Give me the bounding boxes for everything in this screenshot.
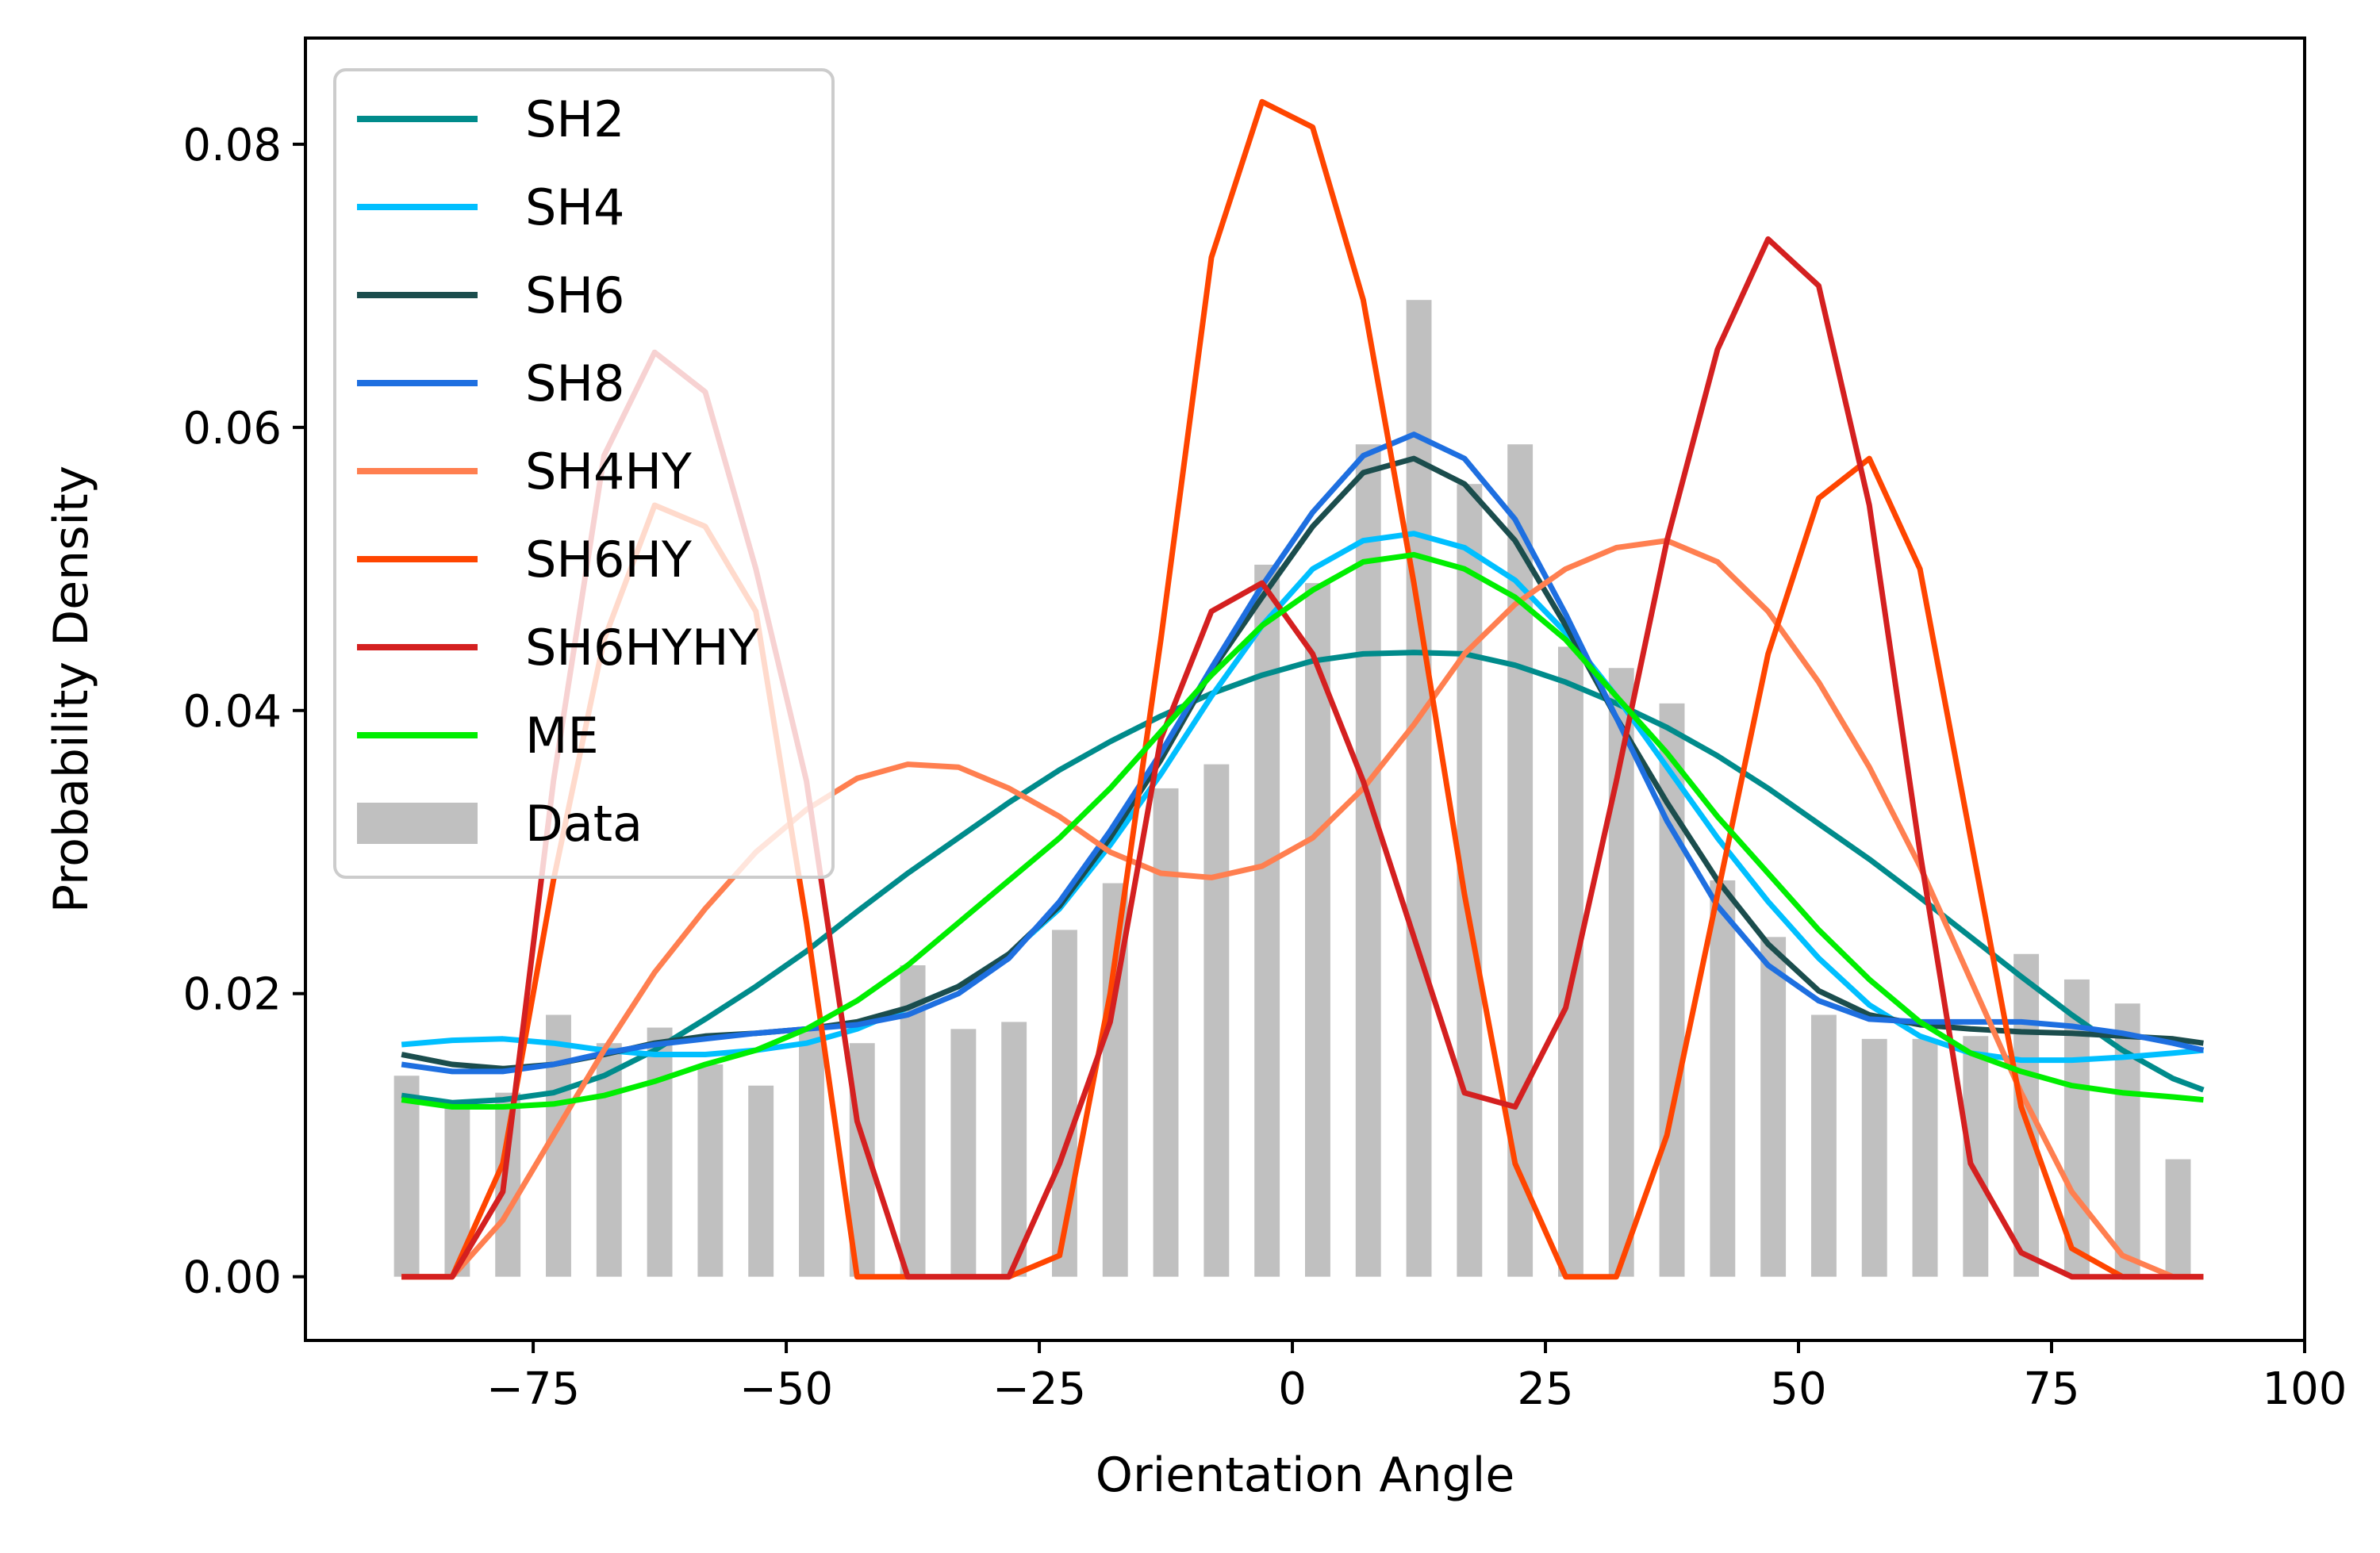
histogram-bar: [1406, 300, 1432, 1277]
y-tick-label: 0.00: [182, 1252, 282, 1304]
legend-label: ME: [525, 707, 599, 765]
histogram-bar: [1557, 646, 1583, 1277]
histogram-bar: [697, 1064, 724, 1277]
legend: SH2 SH4 SH6 SH8 SH4HY SH6HY SH6HYHY ME Data: [333, 68, 835, 879]
legend-box: [333, 68, 835, 879]
x-tick-label: 50: [1770, 1363, 1826, 1415]
x-tick-label: −25: [992, 1363, 1086, 1415]
histogram-bar: [1861, 1038, 1887, 1277]
y-tick-label: 0.08: [182, 120, 282, 171]
x-tick-label: 0: [1278, 1363, 1307, 1415]
series-lines: [401, 98, 2205, 1280]
y-axis: 0.00 0.02 0.04 0.06 0.08: [182, 120, 305, 1304]
histogram-bar: [2165, 1159, 2191, 1277]
histogram-bar: [1760, 937, 1787, 1277]
series-line-sh4: [401, 531, 2204, 1064]
series-line-me: [401, 551, 2204, 1110]
histogram-bar: [748, 1085, 774, 1277]
histogram-bar: [1254, 564, 1280, 1277]
x-tick-label: 100: [2263, 1363, 2347, 1415]
histogram-bar: [1001, 1022, 1027, 1277]
histogram-bar: [1810, 1014, 1837, 1277]
legend-label: Data: [525, 795, 643, 853]
y-tick-label: 0.06: [182, 403, 282, 454]
x-axis: −75 −50 −25 0 25 50 75 100: [486, 1340, 2347, 1415]
legend-label: SH4: [525, 178, 624, 236]
legend-label: SH6: [525, 267, 624, 324]
histogram-bar: [1153, 788, 1179, 1277]
histogram-bar: [1912, 1038, 1938, 1277]
y-tick-label: 0.04: [182, 686, 282, 738]
legend-swatch: [357, 803, 478, 844]
histogram-bar: [950, 1029, 977, 1277]
histogram-bar: [393, 1076, 420, 1277]
histogram-bar: [647, 1027, 673, 1277]
legend-label: SH4HY: [525, 443, 692, 500]
x-axis-label: Orientation Angle: [1096, 1448, 1515, 1503]
histogram-bar: [1305, 583, 1330, 1277]
plot-frame: [304, 36, 2306, 1342]
histogram-bar: [596, 1043, 622, 1277]
histogram-bar: [1710, 880, 1736, 1277]
histogram-bar: [1355, 444, 1381, 1277]
x-tick-label: 75: [2023, 1363, 2079, 1415]
legend-label: SH6HYHY: [525, 619, 759, 677]
y-axis-label: Probability Density: [44, 466, 99, 913]
legend-label: SH6HY: [525, 531, 692, 589]
legend-label: SH8: [525, 355, 624, 412]
x-tick-label: −75: [486, 1363, 580, 1415]
legend-label: SH2: [525, 90, 624, 148]
histogram-bars: [393, 300, 2191, 1277]
histogram-bar: [799, 1029, 824, 1277]
x-tick-label: 25: [1517, 1363, 1573, 1415]
y-tick-label: 0.02: [182, 969, 282, 1021]
histogram-bar: [1203, 764, 1230, 1277]
x-tick-label: −50: [739, 1363, 833, 1415]
